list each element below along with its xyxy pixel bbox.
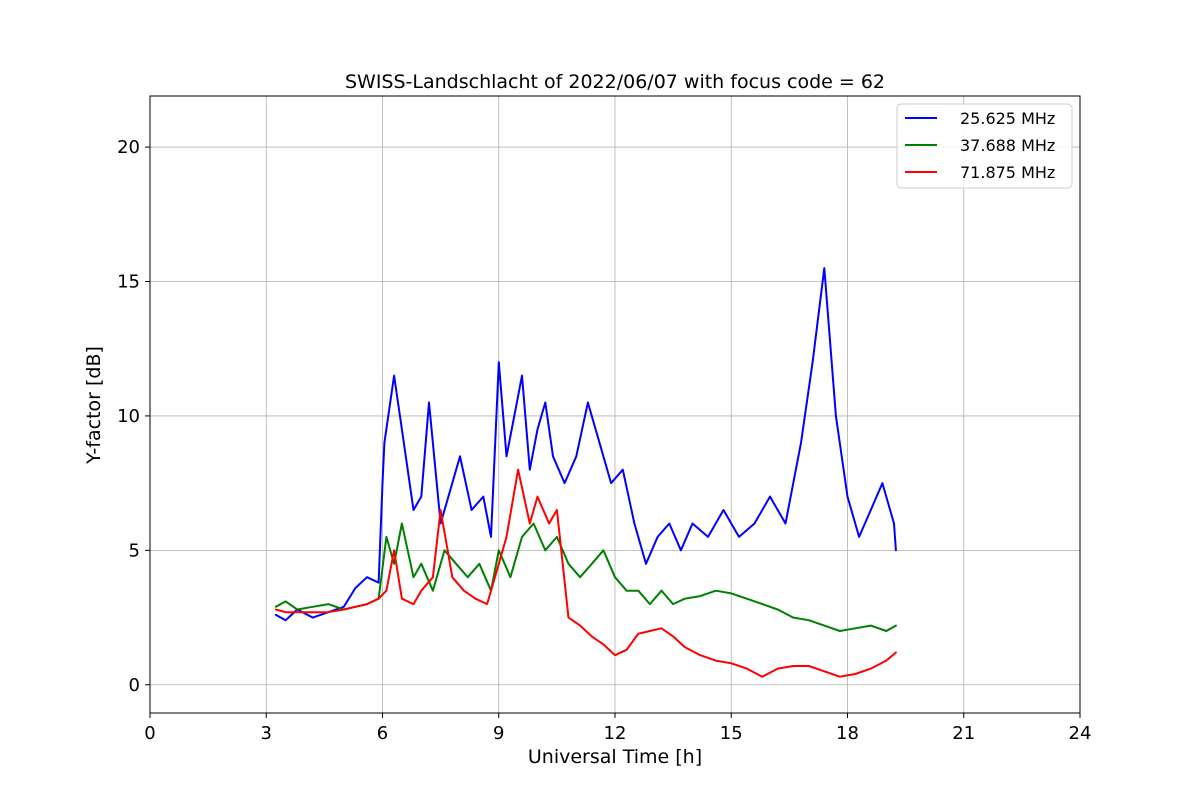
- x-tick-label: 18: [836, 723, 859, 744]
- x-axis-label: Universal Time [h]: [528, 746, 702, 768]
- legend-label-series-1: 25.625 MHz: [960, 109, 1055, 128]
- y-axis-label: Y-factor [dB]: [83, 346, 105, 465]
- x-tick-label: 0: [144, 723, 155, 744]
- legend-frame: [896, 103, 1073, 189]
- chart-title: SWISS-Landschlacht of 2022/06/07 with fo…: [345, 71, 885, 93]
- y-tick-label: 15: [117, 272, 140, 293]
- series-line-1: [274, 267, 897, 622]
- legend-label-series-3: 71.875 MHz: [960, 163, 1055, 182]
- y-tick-label: 20: [117, 137, 140, 158]
- x-tick-label: 12: [604, 723, 627, 744]
- y-tick-label: 0: [129, 675, 140, 696]
- series-lines: [274, 267, 897, 678]
- y-tick-label: 10: [117, 406, 140, 427]
- series-line-3: [274, 468, 897, 678]
- x-tick-label: 3: [261, 723, 272, 744]
- y-tick-label: 5: [129, 540, 140, 561]
- plot-area-frame: [149, 95, 1081, 714]
- x-tick-label: 6: [377, 723, 388, 744]
- x-tick-label: 21: [952, 723, 975, 744]
- x-tick-label: 15: [720, 723, 743, 744]
- legend: 25.625 MHz 37.688 MHz 71.875 MHz: [896, 103, 1073, 189]
- x-tick-label: 24: [1069, 723, 1092, 744]
- legend-label-series-2: 37.688 MHz: [960, 136, 1055, 155]
- axis-ticks: 0 3 6 9 12 15 18 21 24 0 5 10 15 20: [117, 137, 1091, 744]
- x-tick-label: 9: [493, 723, 504, 744]
- series-line-2: [274, 522, 897, 632]
